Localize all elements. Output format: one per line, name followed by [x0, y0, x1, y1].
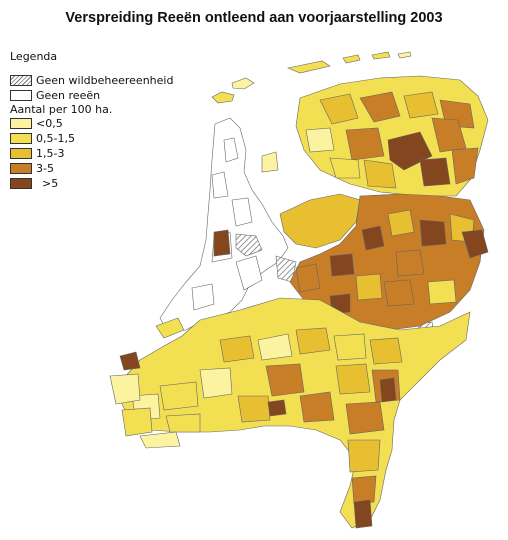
class-swatch-2: [10, 147, 32, 159]
legend-row-no-deer: Geen reeën: [10, 88, 173, 102]
legend-row-class-1: 0,5-1,5: [10, 131, 173, 145]
legend-heading: Legenda: [10, 50, 58, 63]
legend: Legenda Geen wildbeheereenheid Geen reeë…: [10, 50, 173, 191]
class-swatch-0: [10, 117, 32, 129]
legend-density-heading: Aantal per 100 ha.: [10, 103, 113, 116]
legend-row-class-3: 3-5: [10, 161, 173, 175]
legend-row-class-2: 1,5-3: [10, 146, 173, 160]
legend-row-no-unit: Geen wildbeheereenheid: [10, 73, 173, 87]
class-swatch-3: [10, 162, 32, 174]
region-mainland: [109, 75, 489, 529]
class-swatch-4: [10, 177, 32, 189]
legend-label-no-deer: Geen reeën: [36, 88, 101, 102]
legend-label-class-2: 1,5-3: [36, 146, 65, 160]
legend-row-class-0: <0,5: [10, 116, 173, 130]
legend-label-class-1: 0,5-1,5: [36, 131, 75, 145]
legend-label-class-0: <0,5: [36, 116, 63, 130]
class-swatch-1: [10, 132, 32, 144]
legend-label-no-unit: Geen wildbeheereenheid: [36, 73, 174, 87]
white-swatch: [10, 89, 32, 101]
map-title: Verspreiding Reeën ontleend aan voorjaar…: [65, 10, 443, 26]
wadden-islands: [211, 51, 412, 104]
legend-row-class-4: >5: [10, 176, 173, 190]
legend-label-class-4: >5: [42, 176, 59, 190]
hatch-swatch: [10, 74, 32, 86]
legend-label-class-3: 3-5: [36, 161, 54, 175]
region-noord-holland: [159, 117, 289, 333]
